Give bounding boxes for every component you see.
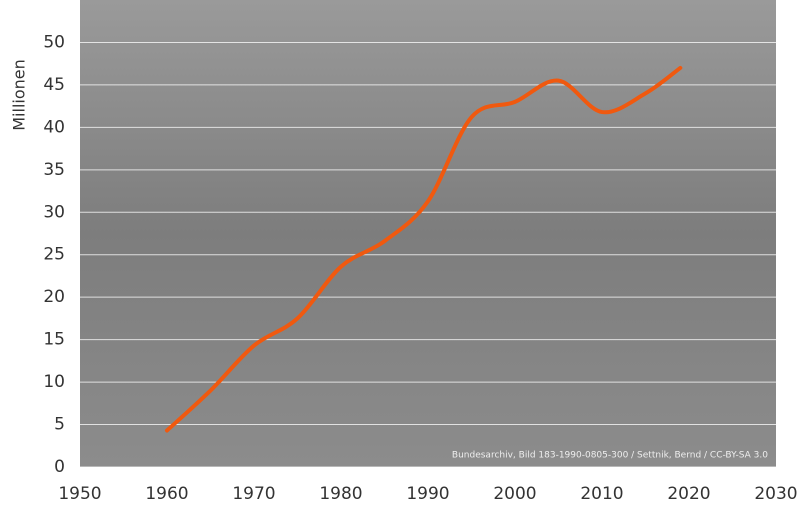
x-tick-label: 1960	[145, 484, 188, 504]
y-tick-label: 20	[43, 287, 65, 307]
y-tick-label: 15	[43, 330, 65, 350]
y-tick-label: 35	[43, 160, 65, 180]
x-tick-label: 1990	[406, 484, 449, 504]
y-tick-label: 30	[43, 202, 65, 222]
y-tick-label: 0	[54, 457, 65, 477]
credit: Bundesarchiv, Bild 183-1990-0805-300 / S…	[452, 451, 768, 461]
x-tick-label: 1980	[319, 484, 362, 504]
y-tick-label: 5	[54, 415, 65, 435]
y-tick-label: 45	[43, 75, 65, 95]
y-tick-label: 25	[43, 245, 65, 265]
x-tick-label: 2010	[580, 484, 623, 504]
x-tick-label: 1950	[58, 484, 101, 504]
background-photo	[80, 0, 776, 467]
y-tick-label: 50	[43, 32, 65, 52]
x-tick-label: 2020	[667, 484, 710, 504]
y-tick-label: 40	[43, 117, 65, 137]
x-tick-label: 1970	[232, 484, 275, 504]
x-tick-label: 2000	[493, 484, 536, 504]
y-axis-label: Millionen	[10, 59, 29, 131]
x-tick-label: 2030	[754, 484, 797, 504]
y-tick-label: 10	[43, 372, 65, 392]
data-line	[165, 65, 683, 433]
